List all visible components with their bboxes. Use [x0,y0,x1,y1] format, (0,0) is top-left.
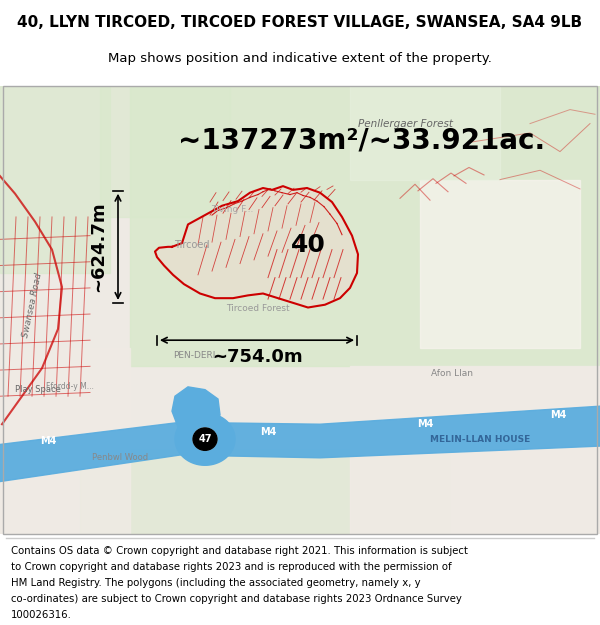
Text: MELIN-LLAN HOUSE: MELIN-LLAN HOUSE [430,434,530,444]
Text: 40, LLYN TIRCOED, TIRCOED FOREST VILLAGE, SWANSEA, SA4 9LB: 40, LLYN TIRCOED, TIRCOED FOREST VILLAGE… [17,15,583,30]
Polygon shape [350,86,500,179]
Circle shape [193,428,217,451]
Polygon shape [420,179,580,348]
Polygon shape [0,348,130,534]
Bar [3,86,597,534]
Text: Play Space: Play Space [15,385,61,394]
Text: Tircoed Forest: Tircoed Forest [226,304,290,313]
Polygon shape [0,406,600,483]
Text: to Crown copyright and database rights 2023 and is reproduced with the permissio: to Crown copyright and database rights 2… [11,562,451,572]
Text: M4: M4 [40,436,56,446]
Text: 100026316.: 100026316. [11,609,71,619]
Polygon shape [350,366,600,534]
Text: Ffordd-y M...: Ffordd-y M... [46,382,94,391]
Text: ~624.7m: ~624.7m [89,201,107,292]
Text: PEN-DERL...: PEN-DERL... [173,351,227,359]
Text: M4: M4 [260,427,276,437]
Polygon shape [155,186,358,308]
Text: Swansea Road: Swansea Road [21,272,43,339]
Polygon shape [0,86,110,273]
Text: Tiving F...: Tiving F... [211,205,253,214]
Text: 40: 40 [290,233,325,257]
Text: ~754.0m: ~754.0m [212,348,302,366]
Polygon shape [172,387,220,439]
Text: Afon Llan: Afon Llan [431,369,473,378]
Polygon shape [130,86,600,366]
Text: M4: M4 [417,419,433,429]
Polygon shape [80,451,450,534]
Text: ~137273m²/~33.921ac.: ~137273m²/~33.921ac. [178,126,545,154]
Text: Penbwl Wood: Penbwl Wood [92,453,148,462]
Polygon shape [100,86,230,217]
Text: 47: 47 [198,434,212,444]
Text: HM Land Registry. The polygons (including the associated geometry, namely x, y: HM Land Registry. The polygons (includin… [11,578,421,588]
Text: Penllergaer Forest: Penllergaer Forest [358,119,452,129]
Text: M4: M4 [550,410,566,420]
Text: Tircoed: Tircoed [174,240,210,250]
Polygon shape [175,413,235,465]
Text: Contains OS data © Crown copyright and database right 2021. This information is : Contains OS data © Crown copyright and d… [11,546,468,556]
Text: co-ordinates) are subject to Crown copyright and database rights 2023 Ordnance S: co-ordinates) are subject to Crown copyr… [11,594,461,604]
Polygon shape [0,86,600,534]
Polygon shape [193,428,217,451]
Text: Map shows position and indicative extent of the property.: Map shows position and indicative extent… [108,52,492,65]
